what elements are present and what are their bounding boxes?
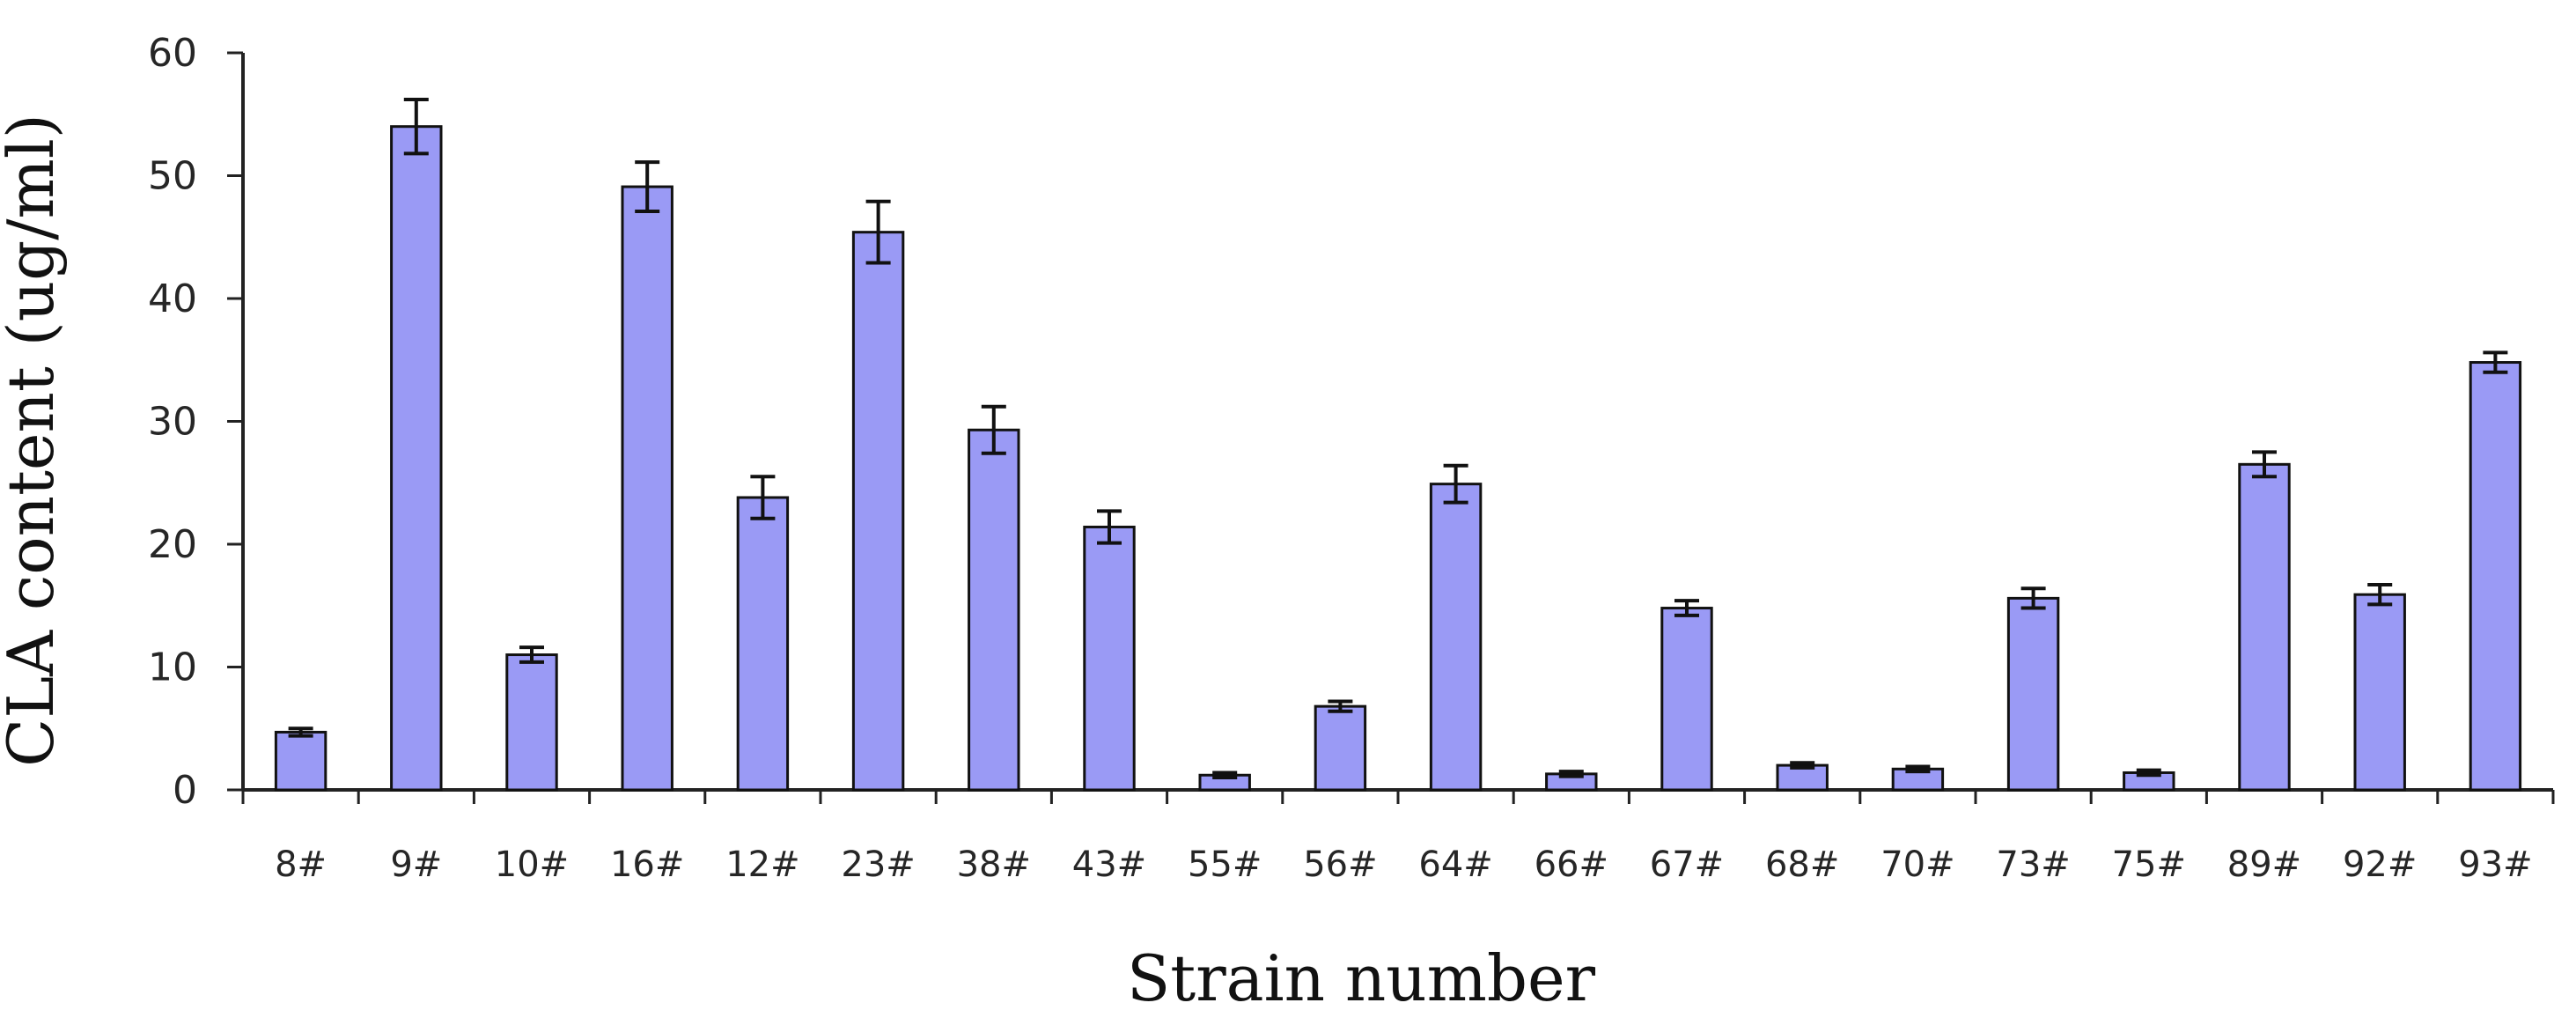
y-tick-label: 40 [148, 277, 197, 321]
x-tick-label: 75# [2112, 844, 2186, 885]
x-tick-label: 66# [1535, 844, 1608, 885]
x-tick-label: 8# [275, 844, 327, 885]
bar-89 [2238, 462, 2291, 792]
bar-43 [1083, 525, 1136, 792]
x-tick-label: 43# [1072, 844, 1146, 885]
bar-73 [2006, 596, 2060, 792]
x-tick-label: 67# [1650, 844, 1724, 885]
y-tick-label: 50 [148, 154, 197, 199]
bar-38 [968, 428, 1020, 792]
bar-12 [736, 496, 790, 792]
bar-92 [2353, 593, 2406, 792]
bar-56 [1314, 704, 1367, 792]
x-tick-label: 55# [1188, 844, 1262, 885]
bar-9 [390, 125, 443, 792]
x-tick-label: 10# [495, 844, 569, 885]
x-tick-label: 56# [1303, 844, 1377, 885]
y-tick-label: 0 [173, 768, 197, 813]
bar-23 [851, 231, 905, 792]
y-tick-label: 20 [148, 522, 197, 567]
x-tick-label: 73# [1996, 844, 2070, 885]
y-tick-label: 60 [148, 31, 197, 76]
bar-93 [2469, 361, 2522, 792]
x-tick-label: 68# [1765, 844, 1839, 885]
bar-16 [621, 185, 673, 792]
bar-64 [1429, 483, 1483, 792]
y-axis-title: CLA content (ug/ml) [0, 114, 68, 767]
x-tick-label: 16# [610, 844, 684, 885]
x-tick-label: 12# [725, 844, 799, 885]
x-tick-label: 38# [957, 844, 1031, 885]
x-tick-label: 9# [390, 844, 442, 885]
y-tick-label: 30 [148, 400, 197, 445]
x-tick-label: 70# [1880, 844, 1954, 885]
x-tick-label: 64# [1418, 844, 1492, 885]
bar-8 [274, 730, 328, 792]
bar-10 [505, 653, 558, 792]
x-axis-title: Strain number [1127, 941, 1596, 1015]
x-tick-label: 93# [2458, 844, 2532, 885]
x-tick-label: 89# [2227, 844, 2301, 885]
x-tick-label: 92# [2343, 844, 2417, 885]
bar-67 [1660, 607, 1713, 792]
x-tick-label: 23# [841, 844, 915, 885]
y-tick-label: 10 [148, 645, 197, 690]
